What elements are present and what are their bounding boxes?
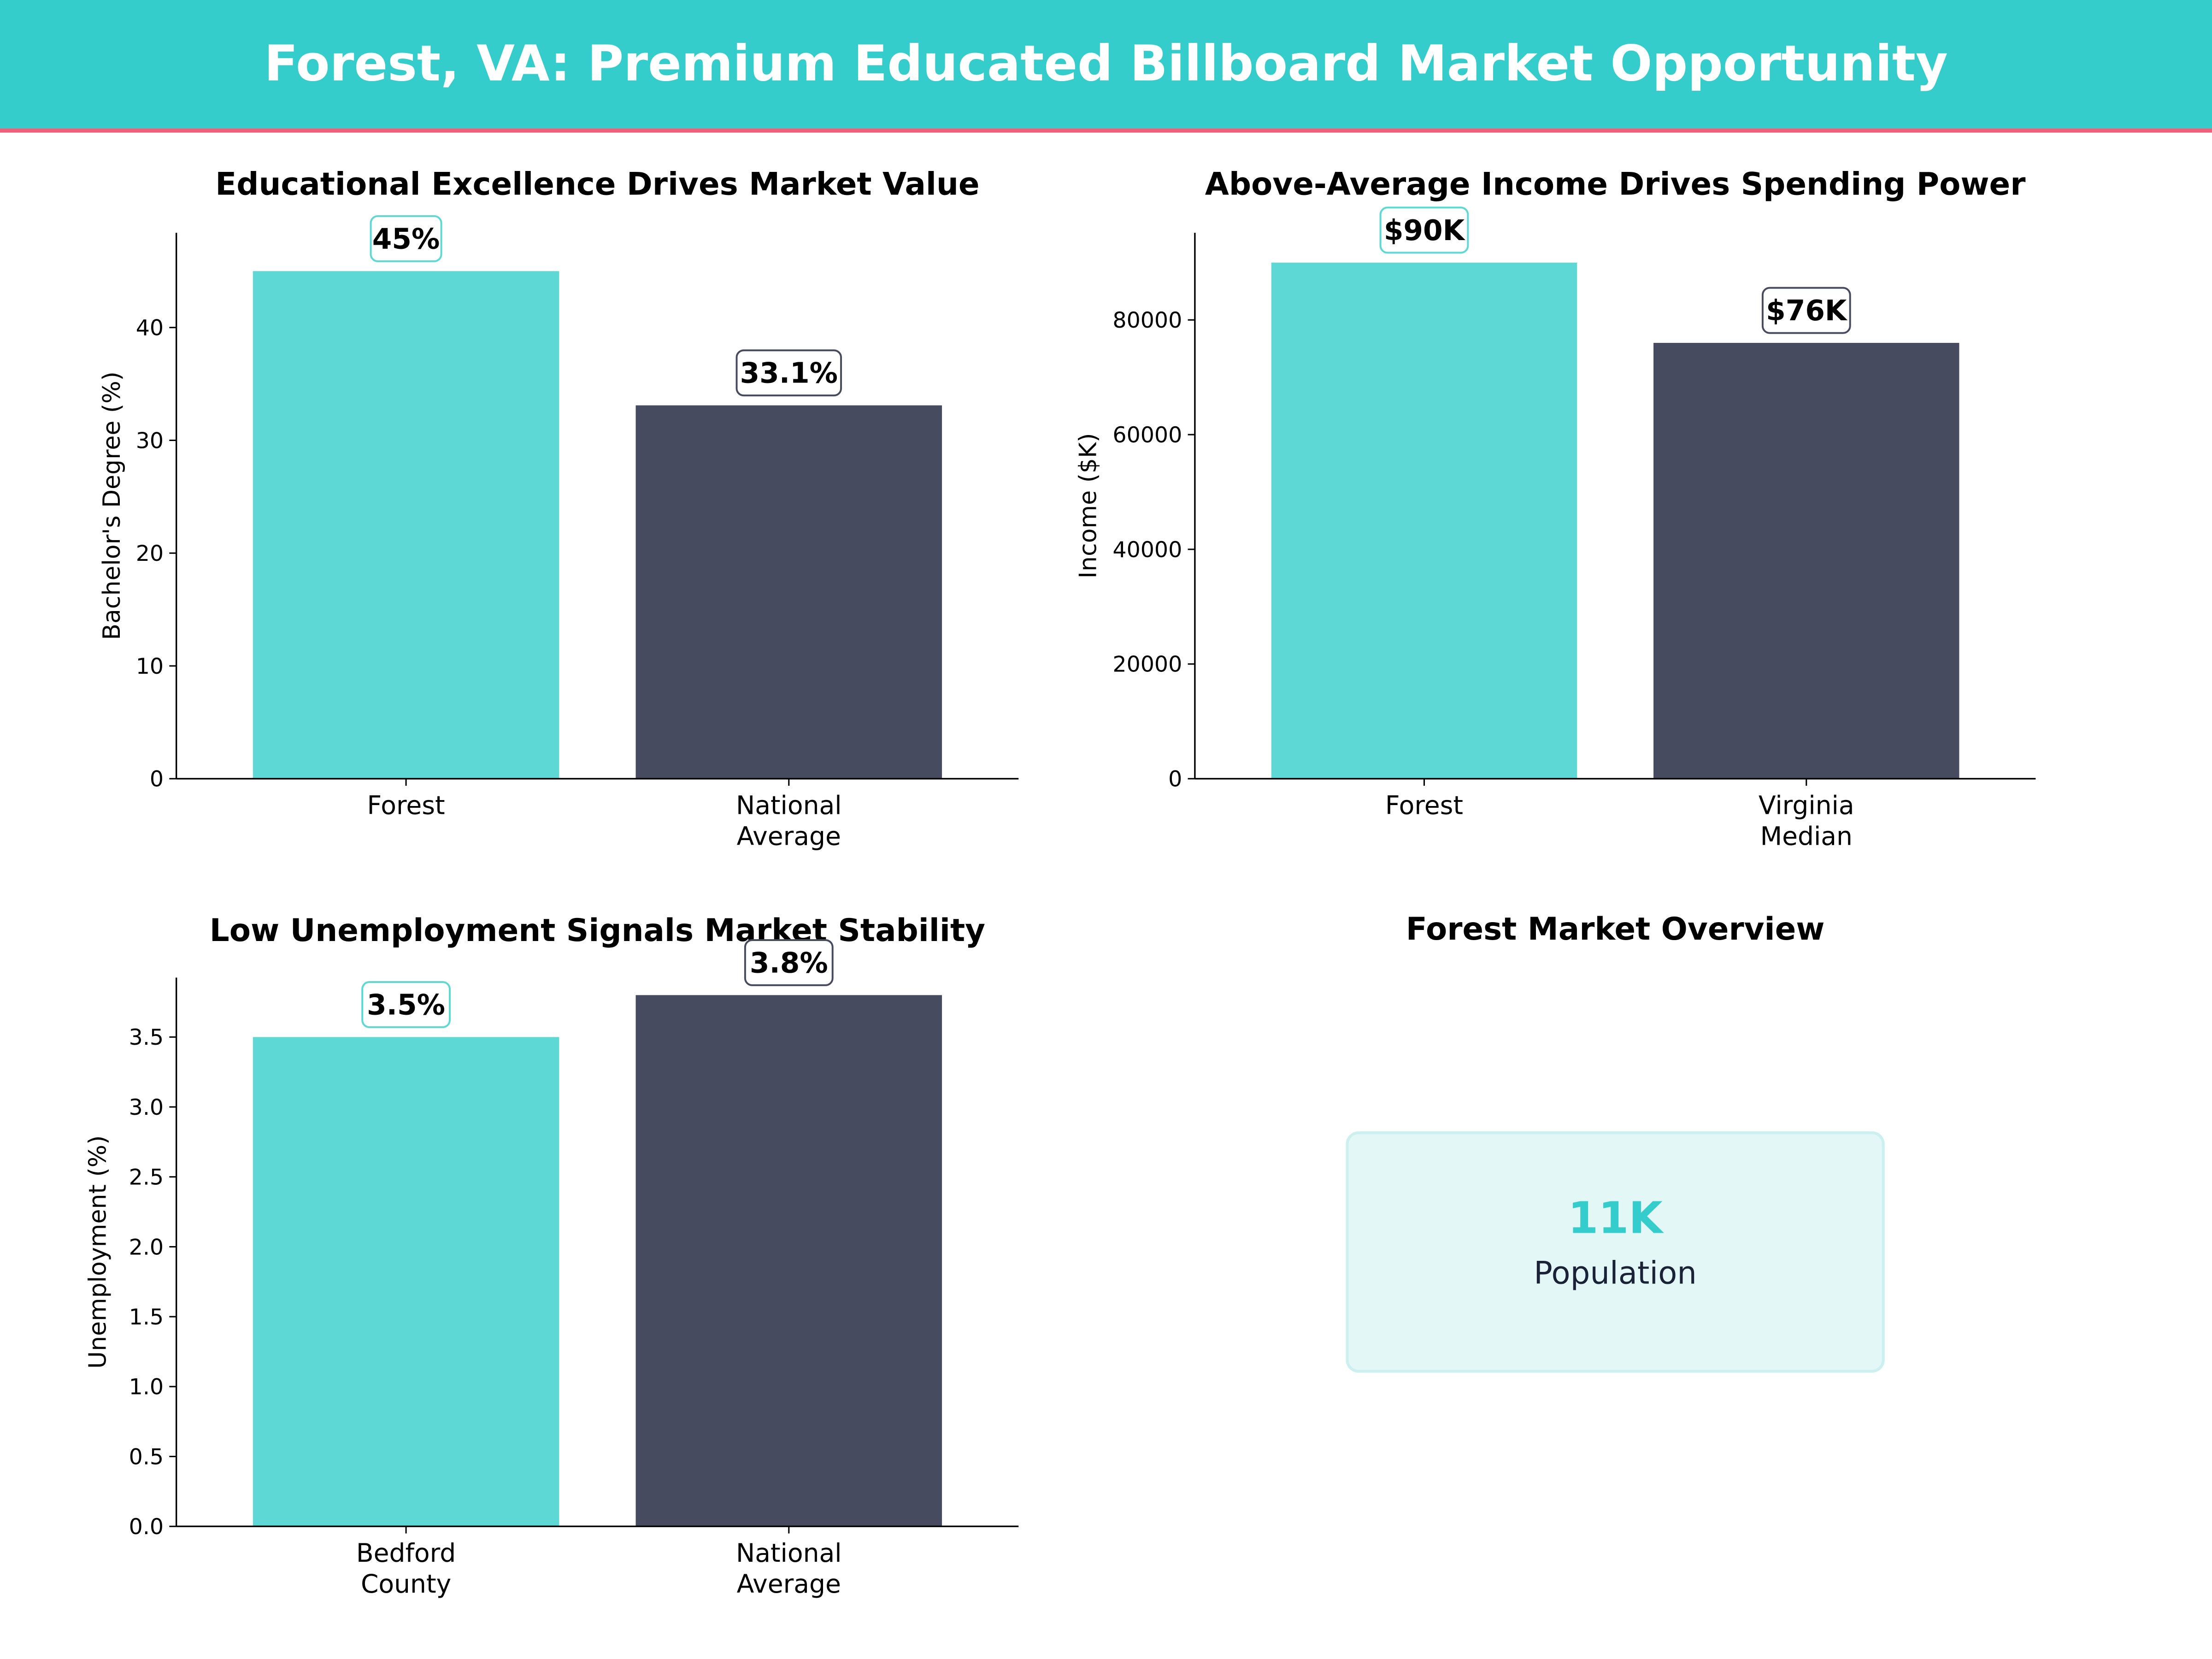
bar-chart-1: Educational Excellence Drives Market Val… bbox=[98, 165, 1019, 851]
data-label-box bbox=[1379, 206, 1469, 254]
y-tick-label: 0 bbox=[1168, 767, 1182, 792]
header-accent-line bbox=[0, 128, 2212, 133]
y-tick-label: 40 bbox=[136, 316, 164, 341]
overview-title: Forest Market Overview bbox=[1406, 911, 1825, 947]
data-label-box bbox=[370, 215, 442, 262]
data-label: 45% bbox=[372, 223, 440, 255]
data-label-box bbox=[735, 349, 842, 397]
y-axis-label: Bachelor's Degree (%) bbox=[98, 371, 126, 640]
chart-title: Above-Average Income Drives Spending Pow… bbox=[1205, 165, 2026, 202]
x-tick-label: Forest bbox=[367, 790, 445, 820]
page-title: Forest, VA: Premium Educated Billboard M… bbox=[264, 35, 1948, 92]
y-tick-label: 80000 bbox=[1112, 308, 1182, 333]
y-tick-label: 10 bbox=[136, 654, 164, 679]
overview-card bbox=[1346, 1131, 1885, 1373]
bar-chart-3: Low Unemployment Signals Market Stabilit… bbox=[84, 912, 1019, 1599]
y-tick-label: 0.0 bbox=[129, 1514, 164, 1540]
y-tick-label: 1.5 bbox=[129, 1305, 164, 1330]
x-tick-label: Bedford bbox=[356, 1538, 456, 1568]
data-label-box bbox=[361, 981, 451, 1028]
y-tick-label: 40000 bbox=[1112, 537, 1182, 563]
chart-title: Educational Excellence Drives Market Val… bbox=[215, 165, 979, 202]
x-tick-label: National bbox=[736, 1538, 842, 1568]
x-tick-label: Average bbox=[737, 822, 841, 851]
data-label: $90K bbox=[1384, 214, 1466, 247]
y-tick-label: 3.0 bbox=[129, 1095, 164, 1120]
y-tick-label: 2.0 bbox=[129, 1235, 164, 1260]
y-axis-label: Income ($K) bbox=[1075, 433, 1102, 579]
header-banner bbox=[0, 0, 2212, 129]
bar bbox=[253, 1037, 559, 1527]
data-label-box bbox=[1761, 287, 1851, 334]
bar bbox=[635, 405, 942, 779]
bar bbox=[1271, 262, 1577, 779]
x-tick-label: Forest bbox=[1385, 790, 1463, 820]
y-tick-label: 60000 bbox=[1112, 423, 1182, 448]
bar bbox=[1653, 343, 1959, 779]
data-label-box bbox=[744, 939, 834, 986]
data-label: $76K bbox=[1766, 294, 1848, 327]
overview-label: Population bbox=[1534, 1255, 1697, 1291]
y-tick-label: 1.0 bbox=[129, 1375, 164, 1400]
data-label: 3.8% bbox=[750, 947, 828, 979]
data-label: 33.1% bbox=[740, 357, 838, 390]
y-tick-label: 3.5 bbox=[129, 1025, 164, 1050]
y-tick-label: 0 bbox=[150, 767, 164, 792]
x-tick-label: National bbox=[736, 790, 842, 820]
y-axis-label: Unemployment (%) bbox=[84, 1135, 112, 1369]
overview-value: 11K bbox=[1568, 1193, 1664, 1244]
x-tick-label: Median bbox=[1760, 822, 1853, 851]
x-tick-label: Average bbox=[737, 1569, 841, 1599]
chart-title: Low Unemployment Signals Market Stabilit… bbox=[210, 912, 985, 948]
x-tick-label: County bbox=[361, 1569, 451, 1599]
bar bbox=[253, 271, 559, 779]
data-label: 3.5% bbox=[367, 988, 445, 1021]
y-tick-label: 20 bbox=[136, 541, 164, 566]
y-tick-label: 30 bbox=[136, 428, 164, 453]
x-tick-label: Virginia bbox=[1759, 790, 1854, 820]
bar bbox=[635, 995, 942, 1527]
y-tick-label: 20000 bbox=[1112, 652, 1182, 677]
y-tick-label: 0.5 bbox=[129, 1444, 164, 1470]
y-tick-label: 2.5 bbox=[129, 1165, 164, 1190]
bar-chart-2: Above-Average Income Drives Spending Pow… bbox=[1075, 165, 2036, 851]
